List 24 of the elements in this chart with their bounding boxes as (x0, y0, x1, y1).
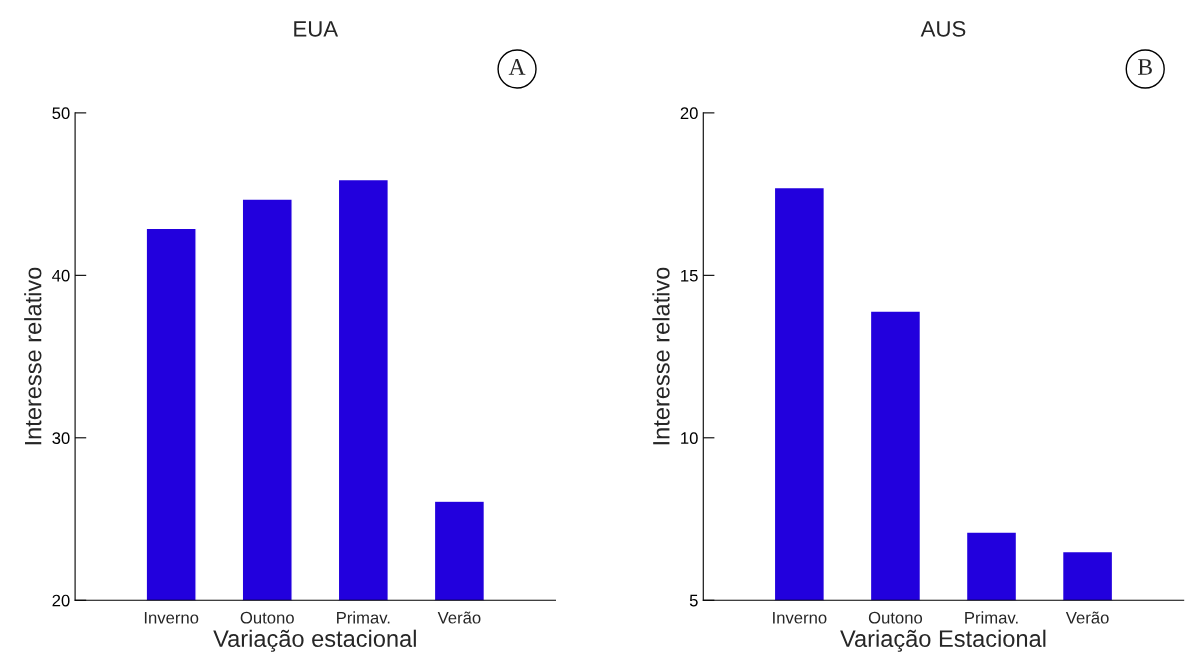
x-tick-label: Verão (1065, 611, 1109, 624)
x-tick-label: Outono (240, 611, 294, 624)
y-tick-label: 50 (52, 107, 70, 120)
x-tick-label: Outono (868, 611, 923, 624)
y-tick-label: 5 (689, 594, 698, 607)
x-axis-title: Variação estacional (213, 629, 416, 652)
text: A (508, 59, 526, 75)
x-tick-label: Verão (437, 611, 481, 624)
y-tick-label: 10 (681, 432, 698, 444)
chart-title: AUS (920, 20, 966, 37)
y-tick-label: 15 (681, 269, 698, 282)
x-tick-label: Primav. (965, 611, 1018, 624)
y-axis-title: Interesse relativo (24, 267, 42, 445)
y-tick-label: 30 (52, 432, 70, 444)
y-tick-label: 20 (680, 107, 698, 120)
x-tick-label: Inverno (773, 611, 827, 624)
x-tick-label: Inverno (144, 611, 199, 624)
y-axis-title: Interesse relativo (652, 267, 670, 445)
y-tick-label: 20 (52, 594, 70, 607)
x-axis-title: Variação Estacional (840, 629, 1046, 652)
x-tick-label: Primav. (337, 611, 390, 624)
y-tick-label: 40 (52, 269, 70, 282)
chart-title: EUA (294, 21, 339, 37)
text: B (1138, 59, 1152, 75)
